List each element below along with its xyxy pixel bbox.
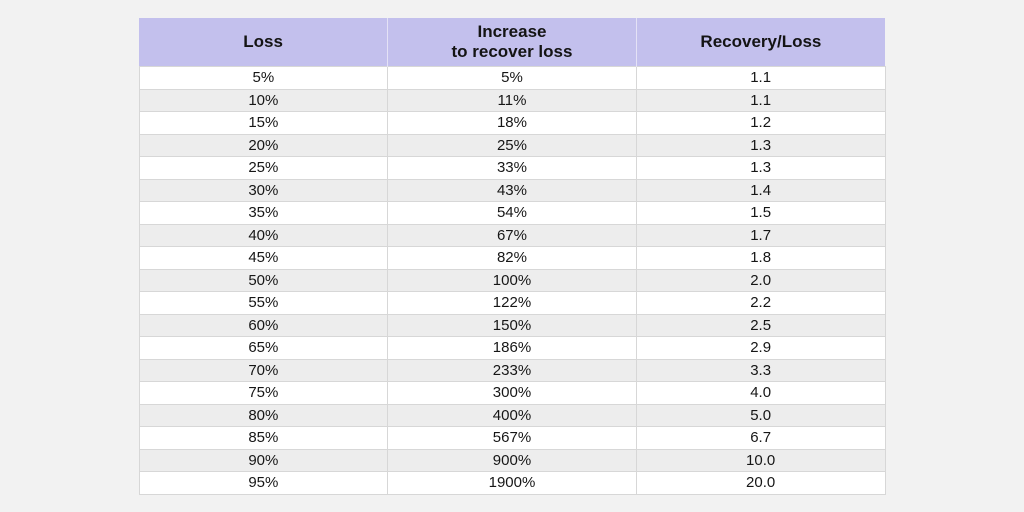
- cell-increase: 82%: [387, 246, 637, 270]
- cell-recovery-loss: 2.9: [635, 336, 886, 360]
- cell-increase: 67%: [387, 223, 637, 247]
- table-row: 45% 82% 1.8: [138, 246, 886, 270]
- cell-loss: 5%: [138, 66, 389, 90]
- cell-loss: 30%: [138, 178, 389, 202]
- cell-loss: 55%: [138, 291, 389, 315]
- table-row: 50% 100% 2.0: [138, 268, 886, 292]
- table-row: 80% 400% 5.0: [138, 403, 886, 427]
- cell-loss: 80%: [138, 403, 389, 427]
- table-row: 95% 1900% 20.0: [138, 471, 886, 495]
- cell-recovery-loss: 4.0: [635, 381, 886, 405]
- cell-loss: 90%: [138, 448, 389, 472]
- cell-loss: 25%: [138, 156, 389, 180]
- cell-increase: 1900%: [387, 471, 637, 495]
- table-row: 30% 43% 1.4: [138, 178, 886, 202]
- table-row: 70% 233% 3.3: [138, 358, 886, 382]
- cell-recovery-loss: 2.5: [635, 313, 886, 337]
- header-cell-increase: Increase to recover loss: [387, 18, 637, 67]
- cell-loss: 50%: [138, 268, 389, 292]
- cell-increase: 150%: [387, 313, 637, 337]
- loss-recovery-table: Loss Increase to recover loss Recovery/L…: [138, 18, 886, 495]
- cell-loss: 60%: [138, 313, 389, 337]
- cell-increase: 18%: [387, 111, 637, 135]
- cell-loss: 15%: [138, 111, 389, 135]
- cell-recovery-loss: 1.3: [635, 156, 886, 180]
- table-row: 25% 33% 1.3: [138, 156, 886, 180]
- cell-recovery-loss: 1.2: [635, 111, 886, 135]
- table-row: 5% 5% 1.1: [138, 66, 886, 90]
- header-row: Loss Increase to recover loss Recovery/L…: [139, 18, 885, 67]
- cell-recovery-loss: 2.0: [635, 268, 886, 292]
- table-row: 40% 67% 1.7: [138, 223, 886, 247]
- cell-increase: 5%: [387, 66, 637, 90]
- table-row: 10% 11% 1.1: [138, 88, 886, 112]
- cell-recovery-loss: 1.4: [635, 178, 886, 202]
- cell-recovery-loss: 2.2: [635, 291, 886, 315]
- cell-recovery-loss: 1.1: [635, 88, 886, 112]
- cell-loss: 75%: [138, 381, 389, 405]
- table-row: 90% 900% 10.0: [138, 448, 886, 472]
- table-row: 60% 150% 2.5: [138, 313, 886, 337]
- table-row: 65% 186% 2.9: [138, 336, 886, 360]
- cell-loss: 20%: [138, 133, 389, 157]
- header-cell-loss: Loss: [139, 18, 388, 67]
- cell-increase: 54%: [387, 201, 637, 225]
- cell-loss: 10%: [138, 88, 389, 112]
- cell-increase: 900%: [387, 448, 637, 472]
- cell-increase: 43%: [387, 178, 637, 202]
- cell-recovery-loss: 5.0: [635, 403, 886, 427]
- table-body: 5% 5% 1.1 10% 11% 1.1 15% 18% 1.2 20% 25% 1.3 25% 33%…: [138, 66, 886, 495]
- cell-recovery-loss: 1.5: [635, 201, 886, 225]
- cell-recovery-loss: 1.7: [635, 223, 886, 247]
- cell-increase: 233%: [387, 358, 637, 382]
- header-cell-recovery-loss: Recovery/Loss: [635, 18, 885, 67]
- cell-increase: 100%: [387, 268, 637, 292]
- table-row: 85% 567% 6.7: [138, 426, 886, 450]
- cell-loss: 70%: [138, 358, 389, 382]
- cell-increase: 186%: [387, 336, 637, 360]
- cell-loss: 65%: [138, 336, 389, 360]
- table-row: 55% 122% 2.2: [138, 291, 886, 315]
- cell-increase: 11%: [387, 88, 637, 112]
- cell-increase: 33%: [387, 156, 637, 180]
- cell-increase: 400%: [387, 403, 637, 427]
- table-row: 15% 18% 1.2: [138, 111, 886, 135]
- cell-recovery-loss: 20.0: [635, 471, 886, 495]
- cell-loss: 45%: [138, 246, 389, 270]
- cell-increase: 567%: [387, 426, 637, 450]
- table-row: 75% 300% 4.0: [138, 381, 886, 405]
- cell-increase: 300%: [387, 381, 637, 405]
- cell-loss: 40%: [138, 223, 389, 247]
- cell-recovery-loss: 10.0: [635, 448, 886, 472]
- cell-recovery-loss: 1.1: [635, 66, 886, 90]
- cell-recovery-loss: 3.3: [635, 358, 886, 382]
- cell-increase: 25%: [387, 133, 637, 157]
- cell-recovery-loss: 1.8: [635, 246, 886, 270]
- cell-loss: 35%: [138, 201, 389, 225]
- cell-recovery-loss: 6.7: [635, 426, 886, 450]
- table-row: 35% 54% 1.5: [138, 201, 886, 225]
- cell-loss: 95%: [138, 471, 389, 495]
- table-header: Loss Increase to recover loss Recovery/L…: [139, 18, 885, 67]
- cell-loss: 85%: [138, 426, 389, 450]
- cell-recovery-loss: 1.3: [635, 133, 886, 157]
- table-row: 20% 25% 1.3: [138, 133, 886, 157]
- cell-increase: 122%: [387, 291, 637, 315]
